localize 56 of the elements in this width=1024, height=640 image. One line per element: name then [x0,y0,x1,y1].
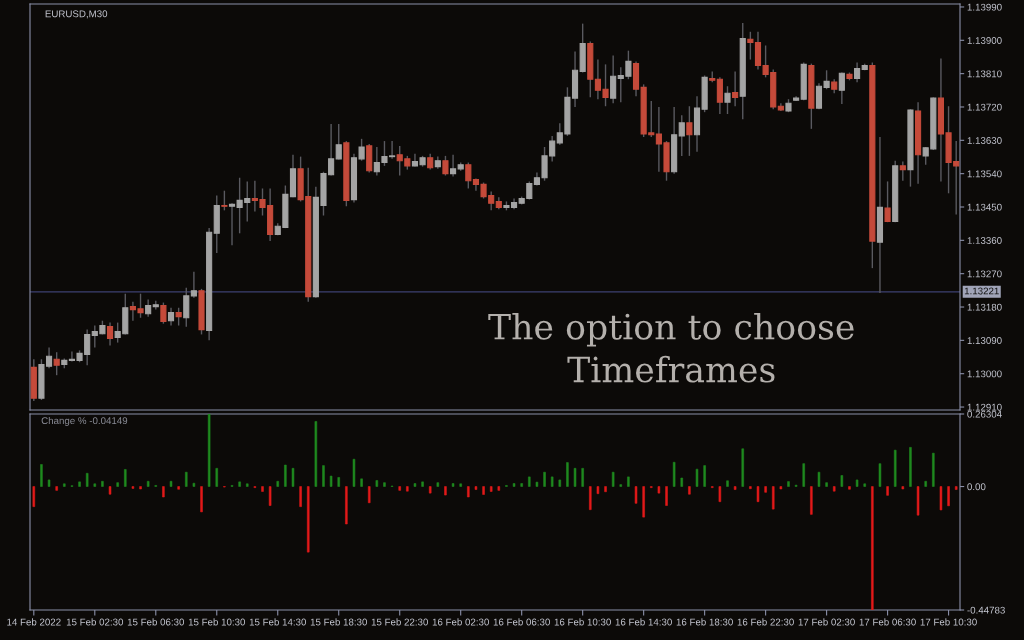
x-tick-label: 15 Feb 02:30 [66,618,124,626]
y-tick-label: 1.13900 [967,37,1002,44]
chart-title: Change % -0.04149 [41,416,128,426]
candlestick [183,287,190,328]
y-tick-label: 0.00 [967,483,986,491]
x-tick-label: 15 Feb 10:30 [188,618,246,626]
x-tick-label: 16 Feb 22:30 [737,618,794,626]
y-tick-label: 1.13630 [967,137,1002,144]
x-tick-label: 15 Feb 14:30 [249,618,307,626]
x-tick-label: 17 Feb 06:30 [859,618,916,626]
y-tick-label: 1.13540 [967,170,1002,178]
x-tick-label: 15 Feb 22:30 [371,618,428,626]
text: EURUSD,M30 [45,10,108,19]
x-tick-label: 15 Feb 18:30 [310,618,367,626]
x-tick-label: 17 Feb 02:30 [798,618,855,626]
y-tick-label: 1.13450 [967,203,1002,211]
y-tick-label: 1.12910 [967,403,1002,411]
y-tick-label: 1.13720 [967,103,1002,111]
candlestick [724,85,731,115]
y-tick-label: 1.13810 [967,70,1002,78]
candlestick [221,190,228,212]
x-tick-label: 16 Feb 06:30 [493,618,550,626]
candlestick [450,154,457,178]
annotation: The option to choose Timeframes [488,312,854,383]
y-tick-label: 1.13990 [967,3,1002,11]
x-tick-label: 16 Feb 02:30 [432,618,489,626]
ref-line-label: 1.13221 [964,287,999,295]
candlestick [610,54,617,104]
candlestick [106,321,114,347]
y-tick-label: 1.13180 [967,303,1002,311]
candlestick [160,301,167,325]
candlestick [732,70,739,107]
x-tick-label: 14 Feb 2022 [7,618,61,626]
x-tick-label: 16 Feb 18:30 [676,618,733,626]
y-tick-label: 1.13270 [967,270,1002,278]
y-tick-label: 1.13360 [967,237,1002,244]
candlestick [678,114,685,157]
x-tick-label: 16 Feb 14:30 [615,618,672,626]
x-tick-label: 16 Feb 10:30 [554,618,611,626]
candlestick [899,160,906,182]
candlestick [53,351,60,376]
x-tick-label: 15 Feb 06:30 [127,618,185,626]
y-tick-label: 0.26304 [967,410,1002,418]
candlestick [686,105,693,157]
candlestick [442,155,449,177]
candlestick [838,71,845,105]
candlestick [190,271,197,299]
y-tick-label: 1.13090 [967,337,1002,344]
candlestick [854,61,861,83]
candlestick [716,76,723,115]
candlestick [884,180,891,223]
y-tick-label: 1.13000 [967,370,1002,378]
y-tick-label: -0.44783 [967,606,1005,614]
candlestick [465,161,472,190]
candlestick [335,123,342,161]
x-tick-label: 17 Feb 10:30 [920,618,977,626]
